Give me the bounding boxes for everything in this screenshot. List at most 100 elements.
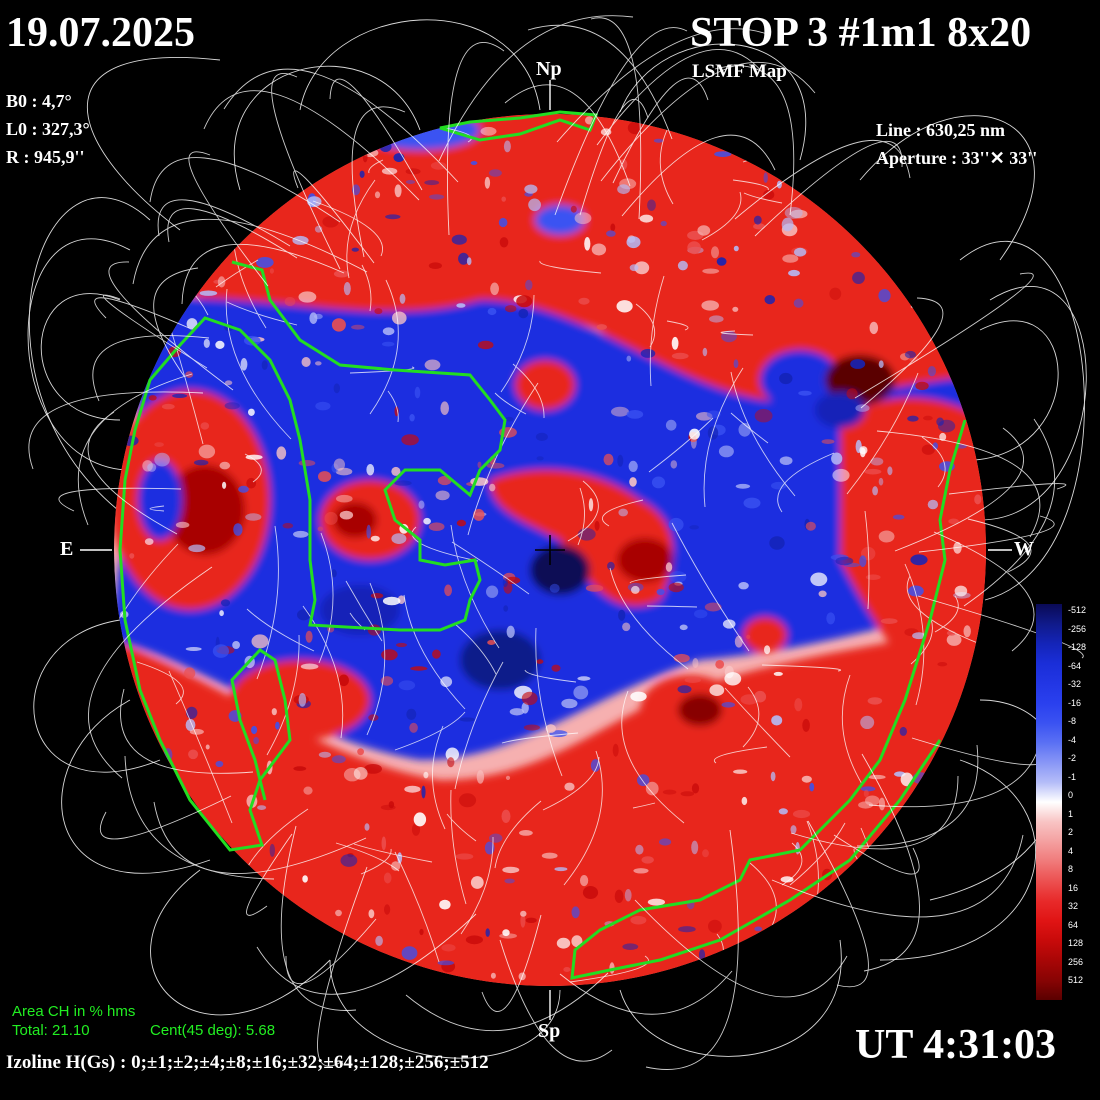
texture-speck	[694, 609, 708, 619]
colorbar-tick-label: -32	[1068, 679, 1082, 689]
texture-speck	[203, 338, 210, 348]
texture-speck	[721, 330, 737, 343]
field-line	[149, 157, 341, 223]
texture-speck	[802, 718, 810, 732]
texture-speck	[430, 161, 447, 170]
texture-speck	[645, 781, 659, 796]
texture-speck	[297, 609, 311, 621]
texture-speck	[147, 463, 157, 472]
field-colorbar	[1036, 604, 1062, 1000]
field-line	[28, 391, 204, 470]
field-line	[154, 129, 218, 178]
field-line	[271, 72, 341, 270]
field-line	[132, 219, 368, 285]
texture-speck	[429, 194, 445, 200]
texture-speck	[626, 410, 644, 419]
texture-speck	[706, 410, 721, 419]
texture-speck	[617, 184, 630, 195]
texture-speck	[863, 789, 869, 798]
texture-speck	[614, 889, 624, 903]
field-line	[612, 77, 709, 184]
field-line	[369, 279, 399, 415]
texture-speck	[677, 685, 692, 694]
field-line	[950, 203, 986, 215]
texture-speck	[629, 477, 637, 487]
texture-speck	[246, 477, 257, 489]
field-line	[351, 106, 406, 258]
texture-speck	[224, 402, 240, 410]
texture-speck	[670, 460, 678, 469]
texture-speck	[144, 538, 154, 545]
texture-speck	[872, 486, 878, 496]
field-texture	[119, 116, 982, 981]
texture-speck	[624, 889, 632, 902]
field-line	[629, 574, 687, 584]
texture-speck	[794, 247, 807, 257]
texture-speck	[504, 416, 514, 422]
texture-speck	[746, 634, 751, 640]
south-pole-label: Sp	[538, 1020, 561, 1042]
texture-speck	[498, 217, 508, 228]
texture-speck	[340, 854, 358, 867]
field-line	[494, 800, 542, 869]
texture-speck	[444, 584, 452, 597]
texture-speck	[333, 458, 345, 471]
texture-speck	[536, 456, 544, 461]
texture-speck	[154, 452, 170, 467]
texture-speck	[490, 282, 499, 296]
texture-speck	[733, 245, 739, 252]
field-line	[761, 664, 841, 672]
texture-speck	[248, 408, 255, 416]
texture-speck	[963, 625, 971, 638]
texture-speck	[626, 236, 641, 249]
texture-speck	[738, 422, 751, 437]
texture-speck	[314, 225, 323, 233]
texture-speck	[680, 791, 695, 797]
colorbar-tick-label: -256	[1068, 623, 1087, 634]
texture-speck	[523, 724, 541, 731]
texture-speck	[915, 381, 929, 391]
texture-speck	[611, 406, 629, 417]
texture-speck	[440, 401, 450, 416]
texture-speck	[665, 419, 677, 431]
texture-speck	[778, 808, 788, 815]
texture-speck	[335, 909, 342, 917]
colorbar-tick-label: 4	[1068, 845, 1074, 856]
texture-speck	[380, 676, 394, 686]
texture-speck	[629, 264, 639, 272]
texture-speck	[790, 209, 808, 219]
date-label: 19.07.2025	[6, 10, 195, 56]
field-line	[499, 939, 613, 1062]
texture-speck	[564, 782, 575, 791]
texture-speck	[718, 445, 734, 458]
texture-speck	[502, 577, 508, 588]
texture-speck	[946, 630, 956, 636]
texture-speck	[582, 886, 599, 899]
ut-time: UT 4:31:03	[855, 1022, 1057, 1068]
texture-speck	[456, 519, 466, 527]
texture-speck	[458, 793, 477, 808]
colorbar-tick-label: -2	[1068, 753, 1077, 763]
texture-speck	[413, 812, 427, 827]
colorbar-tick-label: -16	[1068, 697, 1082, 708]
field-line	[124, 755, 275, 880]
field-line	[346, 179, 376, 279]
texture-speck	[792, 809, 811, 819]
texture-speck	[351, 324, 365, 330]
field-line	[846, 372, 919, 495]
texture-speck	[927, 366, 937, 377]
texture-speck	[398, 680, 416, 691]
texture-speck	[631, 585, 640, 594]
texture-speck	[357, 748, 364, 756]
texture-speck	[381, 649, 398, 661]
texture-speck	[937, 662, 948, 667]
texture-speck	[504, 878, 515, 884]
texture-speck	[405, 180, 416, 184]
texture-speck	[794, 698, 803, 712]
texture-speck	[309, 312, 318, 325]
texture-speck	[489, 833, 503, 843]
title-label: STOP 3 #1m1 8x20	[690, 10, 1032, 56]
field-line	[153, 801, 367, 874]
field-line	[136, 661, 184, 705]
texture-speck	[466, 257, 472, 266]
